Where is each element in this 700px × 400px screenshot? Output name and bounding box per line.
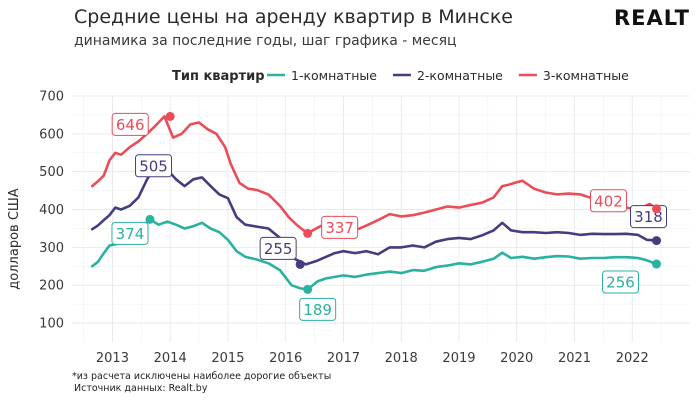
data-point-marker [295,259,305,269]
x-tick-label: 2020 [500,351,533,366]
y-tick-label: 100 [39,317,64,332]
x-tick-label: 2019 [442,351,475,366]
x-tick-label: 2016 [269,351,302,366]
data-label-box [111,112,149,136]
data-label-box [135,154,173,178]
data-label-box [602,270,640,294]
footnote: *из расчета исключены наиболее дорогие о… [72,371,332,382]
legend-label: 2-комнатные [417,68,503,83]
data-label: 256 [606,274,635,292]
data-label: 374 [116,225,145,243]
data-point-marker [145,214,155,224]
y-tick-label: 200 [39,279,64,294]
data-point-marker [165,111,175,121]
y-tick-label: 400 [39,203,64,218]
data-point-marker [652,204,662,214]
data-label: 255 [264,240,293,258]
data-label-box [590,189,628,213]
data-label-box [259,236,297,260]
data-point-marker [303,228,313,238]
x-tick-label: 2021 [558,351,591,366]
data-point-marker [652,259,662,269]
legend: Тип квартир 1-комнатные 2-комнатные 3-комна… [172,68,629,84]
x-tick-label: 2015 [211,351,244,366]
series-lines [90,115,658,291]
data-label: 402 [594,192,623,210]
data-label: 505 [139,157,168,175]
series-line-2-комнатные [90,168,658,266]
x-tick-label: 2018 [385,351,418,366]
y-tick-label: 600 [39,127,64,142]
legend-label: 1-комнатные [291,68,377,83]
x-tick-label: 2022 [616,351,649,366]
axes: 100 200 300 400 500 600 700 2013 2014 2015 2016 201… [7,90,649,367]
data-label-box [111,221,149,245]
legend-title: Тип квартир [172,69,265,84]
y-tick-label: 500 [39,165,64,180]
y-axis-label: долларов США [7,188,22,290]
source-note: Источник данных: Realt.by [74,383,208,394]
x-tick-label: 2013 [96,351,129,366]
data-label: 337 [325,219,354,237]
data-label: 189 [303,301,332,319]
brand-logo: REALT [614,6,690,30]
data-point-marker [303,284,313,294]
data-point-marker [652,236,662,246]
y-tick-label: 700 [39,90,64,105]
legend-label: 3-комнатные [543,68,629,83]
data-label: 646 [116,116,145,134]
x-tick-label: 2017 [327,351,360,366]
data-label-box [321,215,359,239]
chart-title: Средние цены на аренду квартир в Минске [74,6,513,28]
y-tick-label: 300 [39,241,64,256]
x-tick-label: 2014 [154,351,187,366]
data-label-box [299,297,337,321]
series-line-1-комнатные [90,218,658,291]
grid-lines [72,95,690,342]
chart-subtitle: динамика за последние годы, шаг графика … [74,33,457,49]
